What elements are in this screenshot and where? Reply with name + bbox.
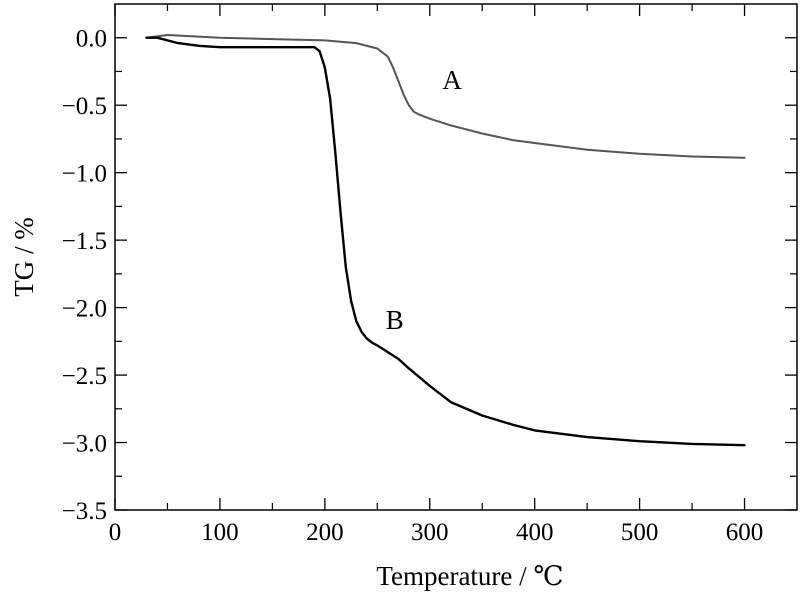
curve-label-a: A <box>442 65 462 95</box>
y-tick-label: −3.5 <box>62 498 107 525</box>
curve-label-b: B <box>386 305 404 335</box>
series-annotations: AB <box>386 65 463 335</box>
x-tick-label: 0 <box>109 519 122 546</box>
series-lines <box>145 34 746 447</box>
x-tick-label: 300 <box>411 519 449 546</box>
y-tick-label: −3.0 <box>62 431 107 458</box>
x-axis-title: Temperature / ℃ <box>376 561 563 591</box>
y-tick-label: −1.0 <box>62 161 107 188</box>
x-tick-label: 100 <box>201 519 239 546</box>
x-tick-label: 500 <box>621 519 659 546</box>
axis-ticks <box>114 4 797 511</box>
y-tick-label: −1.5 <box>62 228 107 255</box>
plot-frame <box>114 3 798 511</box>
x-tick-label: 200 <box>306 519 344 546</box>
y-tick-labels: 0.0 −0.5 −1.0 −1.5 −2.0 −2.5 −3.0 −3.5 <box>62 26 107 525</box>
y-tick-label: −0.5 <box>62 93 107 120</box>
y-axis-title: TG / % <box>9 217 39 296</box>
y-tick-label: −2.0 <box>62 296 107 323</box>
x-tick-label: 400 <box>516 519 554 546</box>
x-tick-label: 600 <box>726 519 764 546</box>
y-tick-label: 0.0 <box>76 26 107 53</box>
y-tick-label: −2.5 <box>62 363 107 390</box>
series-line-a <box>145 34 746 159</box>
x-tick-labels: 0 100 200 300 400 500 600 <box>109 519 764 546</box>
series-line-b <box>145 36 746 447</box>
